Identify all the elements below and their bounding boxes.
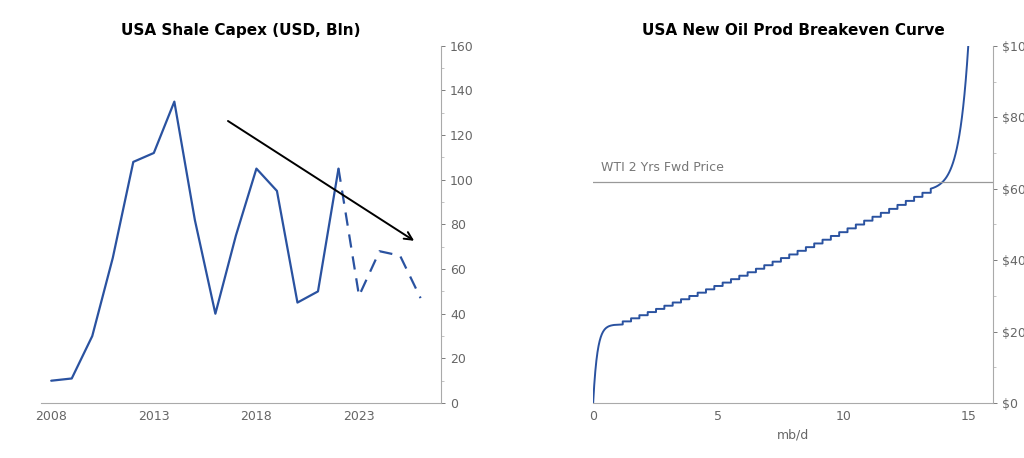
Title: USA New Oil Prod Breakeven Curve: USA New Oil Prod Breakeven Curve — [642, 23, 944, 38]
Text: WTI 2 Yrs Fwd Price: WTI 2 Yrs Fwd Price — [601, 161, 724, 174]
Title: USA Shale Capex (USD, Bln): USA Shale Capex (USD, Bln) — [121, 23, 360, 38]
X-axis label: mb/d: mb/d — [777, 429, 809, 442]
